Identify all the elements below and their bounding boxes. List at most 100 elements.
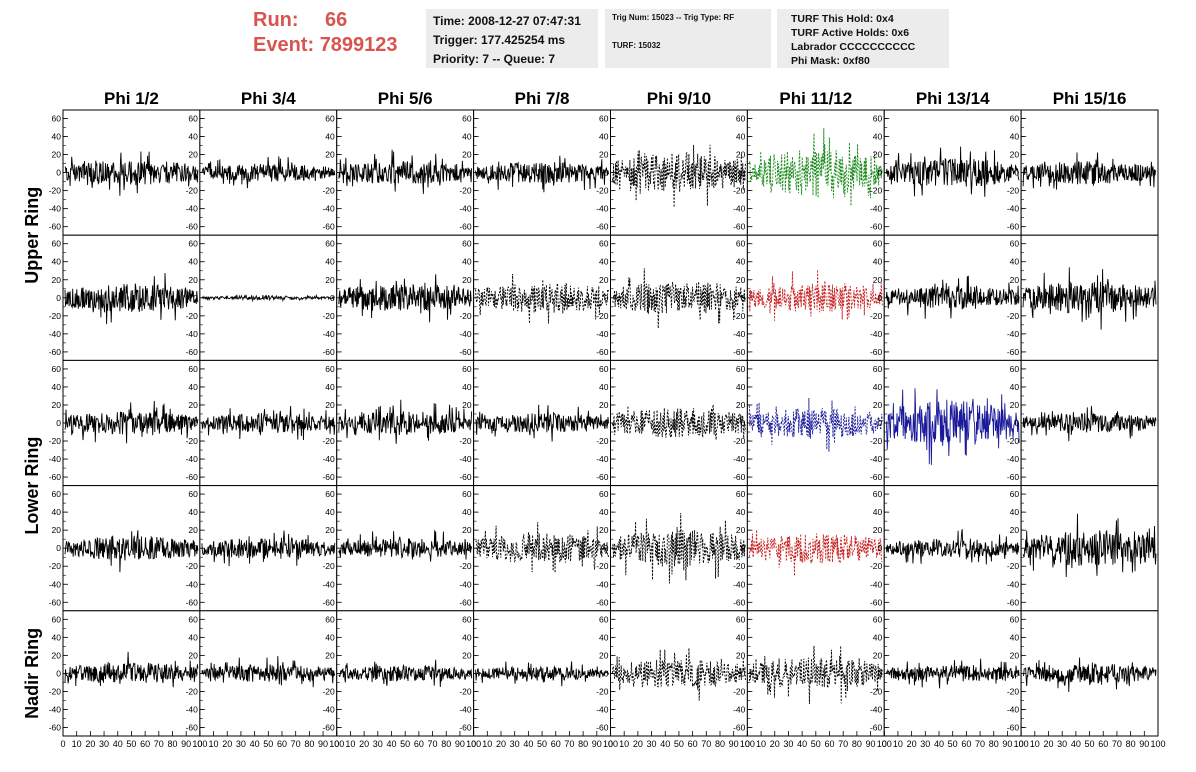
y-tick-label: 60	[52, 114, 62, 124]
x-tick-label: 80	[578, 739, 588, 749]
x-tick-label: 90	[1139, 739, 1149, 749]
x-tick-label: 20	[85, 739, 95, 749]
waveform-trace	[612, 512, 746, 584]
turf-active-holds: TURF Active Holds: 0x6	[791, 27, 910, 39]
y-tick-label: 40	[325, 507, 335, 517]
y-tick-label: 20	[462, 650, 472, 660]
turf-info-box: TURF This Hold: 0x4 TURF Active Holds: 0…	[777, 9, 949, 68]
x-tick-label: 0	[471, 739, 476, 749]
y-tick-label: -40	[596, 329, 609, 339]
y-tick-label: 40	[188, 382, 198, 392]
y-tick-label: 0	[467, 293, 472, 303]
waveform-trace	[64, 651, 199, 688]
y-tick-label: -20	[733, 561, 746, 571]
y-tick-label: 20	[1010, 650, 1020, 660]
x-tick-label: 60	[414, 739, 424, 749]
y-tick-label: -40	[186, 579, 199, 589]
y-tick-label: 20	[599, 150, 609, 160]
y-tick-label: -20	[186, 186, 199, 196]
y-tick-label: 60	[873, 489, 883, 499]
x-tick-label: 20	[496, 739, 506, 749]
x-tick-label: 50	[948, 739, 958, 749]
waveform-trace	[201, 405, 336, 441]
x-tick-label: 0	[1019, 739, 1024, 749]
y-tick-label: -40	[186, 329, 199, 339]
y-tick-label: -20	[596, 186, 609, 196]
y-tick-label: 40	[736, 632, 746, 642]
y-tick-label: 60	[52, 239, 62, 249]
y-tick-label: -40	[1007, 579, 1020, 589]
x-tick-label: 90	[318, 739, 328, 749]
x-tick-label: 90	[1002, 739, 1012, 749]
y-tick-label: 40	[599, 507, 609, 517]
y-tick-label: -60	[870, 347, 883, 357]
x-tick-label: 100	[329, 739, 344, 749]
y-tick-label: 40	[325, 382, 335, 392]
y-tick-label: 0	[56, 293, 61, 303]
y-tick-label: 60	[188, 364, 198, 374]
y-tick-label: -20	[322, 186, 335, 196]
y-tick-label: -60	[322, 472, 335, 482]
y-tick-label: -40	[459, 454, 472, 464]
waveform-trace	[475, 522, 609, 573]
y-tick-label: -40	[733, 579, 746, 589]
column-header-4: Phi 7/8	[515, 89, 570, 108]
y-tick-label: 40	[325, 632, 335, 642]
time-line: Time: 2008-12-27 07:47:31	[433, 14, 581, 28]
y-tick-label: -60	[459, 597, 472, 607]
x-tick-label: 20	[359, 739, 369, 749]
y-tick-label: 40	[736, 257, 746, 267]
waveform-trace	[1022, 657, 1157, 693]
x-tick-label: 70	[701, 739, 711, 749]
x-tick-label: 100	[1014, 739, 1029, 749]
y-tick-label: 40	[873, 507, 883, 517]
x-tick-label: 70	[1112, 739, 1122, 749]
y-tick-label: -60	[733, 222, 746, 232]
x-tick-label: 100	[877, 739, 892, 749]
y-tick-label: 0	[1014, 668, 1019, 678]
y-tick-label: 0	[56, 418, 61, 428]
waveform-trace	[338, 659, 473, 688]
y-tick-label: 20	[1010, 150, 1020, 160]
y-tick-label: 0	[193, 418, 198, 428]
y-tick-label: -40	[733, 204, 746, 214]
y-tick-label: -60	[322, 597, 335, 607]
x-tick-label: 50	[537, 739, 547, 749]
y-tick-label: 60	[52, 614, 62, 624]
y-tick-label: -40	[870, 454, 883, 464]
column-header-7: Phi 13/14	[916, 89, 990, 108]
y-tick-label: -40	[870, 329, 883, 339]
y-tick-label: 40	[736, 132, 746, 142]
waveform-trace	[1022, 513, 1157, 578]
y-tick-label: 0	[193, 668, 198, 678]
y-tick-label: -20	[733, 686, 746, 696]
x-tick-label: 80	[441, 739, 451, 749]
y-tick-label: 60	[325, 614, 335, 624]
y-tick-label: 0	[467, 668, 472, 678]
y-tick-label: -20	[870, 311, 883, 321]
x-tick-label: 20	[907, 739, 917, 749]
y-tick-label: 60	[188, 489, 198, 499]
y-tick-label: 40	[1010, 382, 1020, 392]
x-tick-label: 50	[674, 739, 684, 749]
y-tick-label: -40	[870, 204, 883, 214]
y-tick-label: 40	[873, 382, 883, 392]
y-tick-label: 0	[193, 543, 198, 553]
x-tick-label: 60	[688, 739, 698, 749]
x-tick-label: 70	[564, 739, 574, 749]
x-tick-label: 70	[975, 739, 985, 749]
y-tick-label: 20	[52, 650, 62, 660]
y-tick-label: 60	[736, 364, 746, 374]
waveform-trace	[201, 156, 336, 189]
y-tick-label: 0	[604, 168, 609, 178]
y-tick-label: -60	[459, 222, 472, 232]
y-tick-label: -20	[1007, 561, 1020, 571]
y-tick-label: -40	[1007, 704, 1020, 714]
waveform-trace	[201, 656, 336, 688]
x-tick-label: 20	[633, 739, 643, 749]
y-tick-label: -40	[322, 704, 335, 714]
x-tick-label: 50	[400, 739, 410, 749]
y-tick-label: 60	[188, 614, 198, 624]
x-tick-label: 0	[882, 739, 887, 749]
y-tick-label: 0	[878, 668, 883, 678]
